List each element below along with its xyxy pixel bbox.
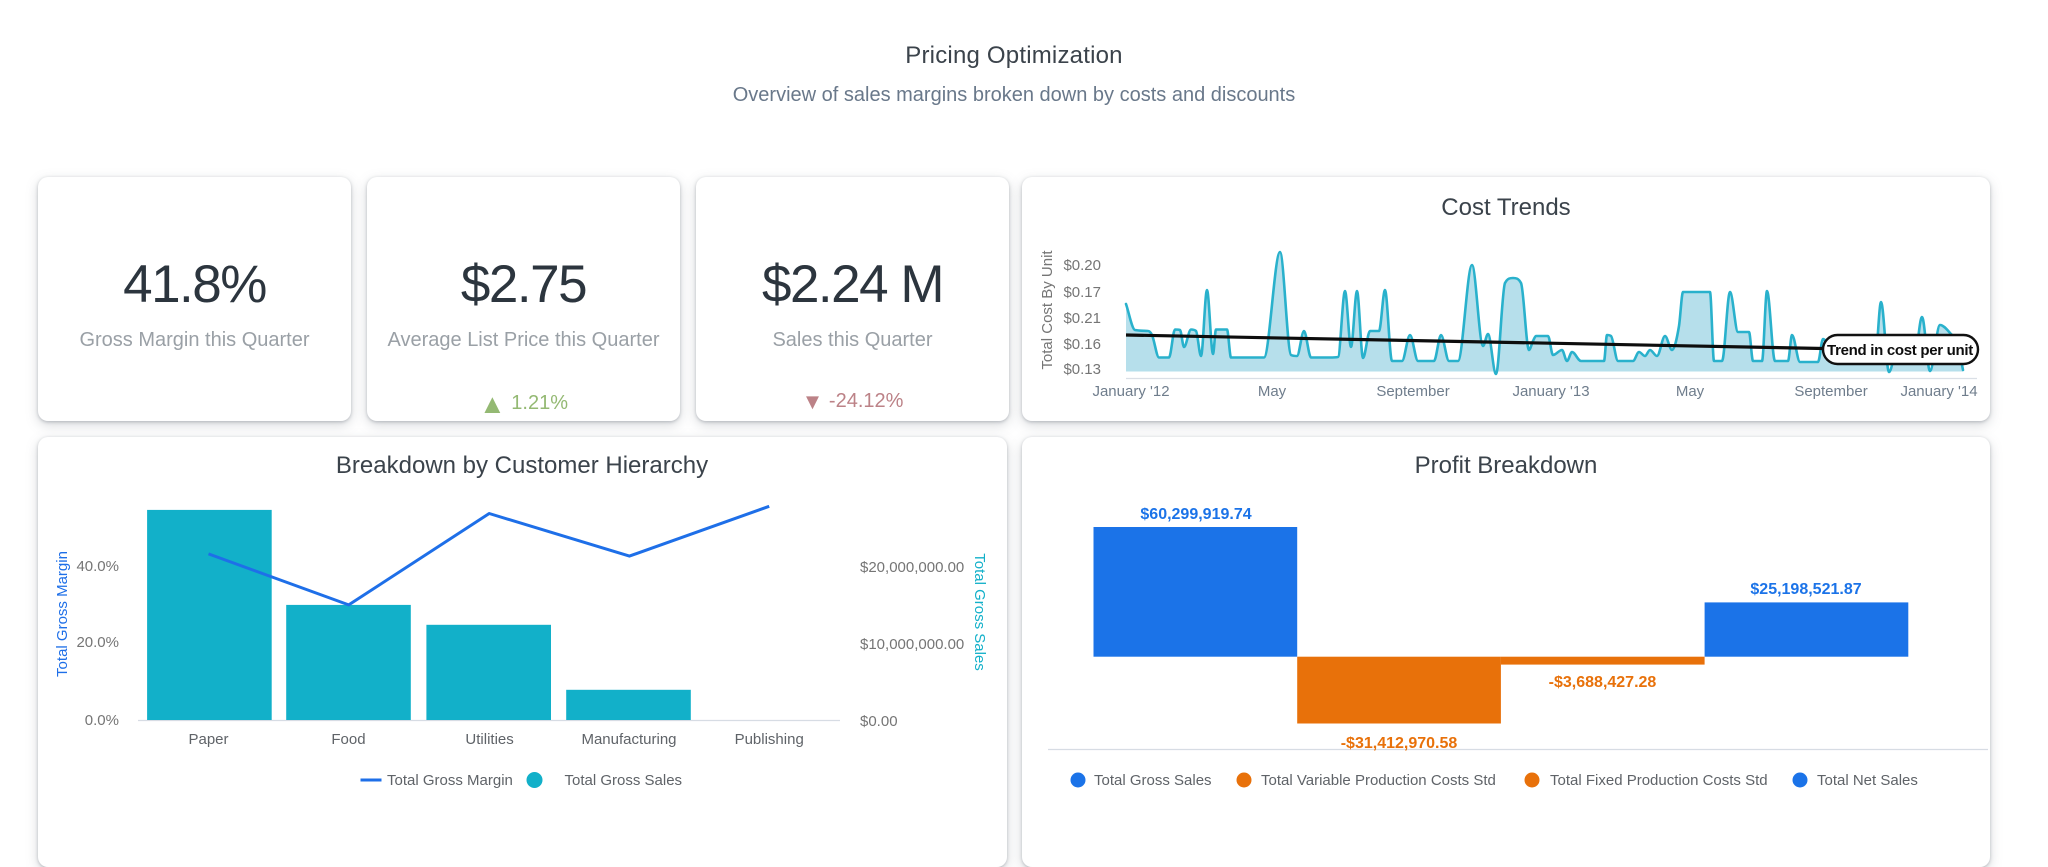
svg-text:January '12: January '12 bbox=[1092, 383, 1169, 400]
svg-text:Total Gross Sales: Total Gross Sales bbox=[971, 553, 988, 671]
svg-text:Utilities: Utilities bbox=[465, 731, 513, 748]
svg-text:$25,198,521.87: $25,198,521.87 bbox=[1750, 581, 1861, 598]
svg-text:Paper: Paper bbox=[188, 731, 228, 748]
svg-text:$0.20: $0.20 bbox=[1063, 257, 1101, 274]
svg-text:$10,000,000.00: $10,000,000.00 bbox=[860, 636, 964, 653]
svg-text:January '14: January '14 bbox=[1900, 383, 1977, 400]
svg-text:0.0%: 0.0% bbox=[85, 712, 119, 729]
svg-text:40.0%: 40.0% bbox=[76, 558, 119, 575]
svg-text:Food: Food bbox=[331, 731, 365, 748]
svg-text:$0.17: $0.17 bbox=[1063, 284, 1101, 301]
svg-text:Trend in cost per unit: Trend in cost per unit bbox=[1827, 342, 1973, 359]
svg-text:Cost Trends: Cost Trends bbox=[1441, 194, 1570, 221]
svg-text:Publishing: Publishing bbox=[735, 731, 804, 748]
svg-text:$0.00: $0.00 bbox=[860, 713, 898, 730]
svg-text:-$31,412,970.58: -$31,412,970.58 bbox=[1341, 735, 1458, 752]
svg-text:$0.21: $0.21 bbox=[1063, 310, 1101, 327]
svg-text:Total Gross Sales: Total Gross Sales bbox=[1094, 772, 1212, 789]
svg-text:May: May bbox=[1676, 383, 1705, 400]
svg-text:Profit Breakdown: Profit Breakdown bbox=[1415, 452, 1598, 479]
svg-text:Total Gross Margin: Total Gross Margin bbox=[54, 551, 71, 677]
svg-text:January '13: January '13 bbox=[1512, 383, 1589, 400]
svg-text:$20,000,000.00: $20,000,000.00 bbox=[860, 559, 964, 576]
svg-text:Total Gross Sales: Total Gross Sales bbox=[565, 772, 683, 789]
svg-text:20.0%: 20.0% bbox=[76, 634, 119, 651]
svg-text:Manufacturing: Manufacturing bbox=[581, 731, 676, 748]
svg-text:September: September bbox=[1794, 383, 1867, 400]
svg-text:Breakdown by Customer Hierarch: Breakdown by Customer Hierarchy bbox=[336, 452, 708, 479]
svg-text:$0.13: $0.13 bbox=[1063, 361, 1101, 378]
svg-text:September: September bbox=[1376, 383, 1449, 400]
svg-text:$60,299,919.74: $60,299,919.74 bbox=[1140, 506, 1251, 523]
svg-text:May: May bbox=[1258, 383, 1287, 400]
svg-text:Total Gross Margin: Total Gross Margin bbox=[387, 772, 513, 789]
svg-text:-$3,688,427.28: -$3,688,427.28 bbox=[1549, 674, 1657, 691]
svg-text:$0.16: $0.16 bbox=[1063, 336, 1101, 353]
svg-text:Total Fixed Production Costs S: Total Fixed Production Costs Std bbox=[1550, 772, 1768, 789]
svg-text:Total Cost By Unit: Total Cost By Unit bbox=[1039, 250, 1056, 370]
svg-text:Total Variable Production Cost: Total Variable Production Costs Std bbox=[1261, 772, 1496, 789]
svg-text:Total Net Sales: Total Net Sales bbox=[1817, 772, 1918, 789]
